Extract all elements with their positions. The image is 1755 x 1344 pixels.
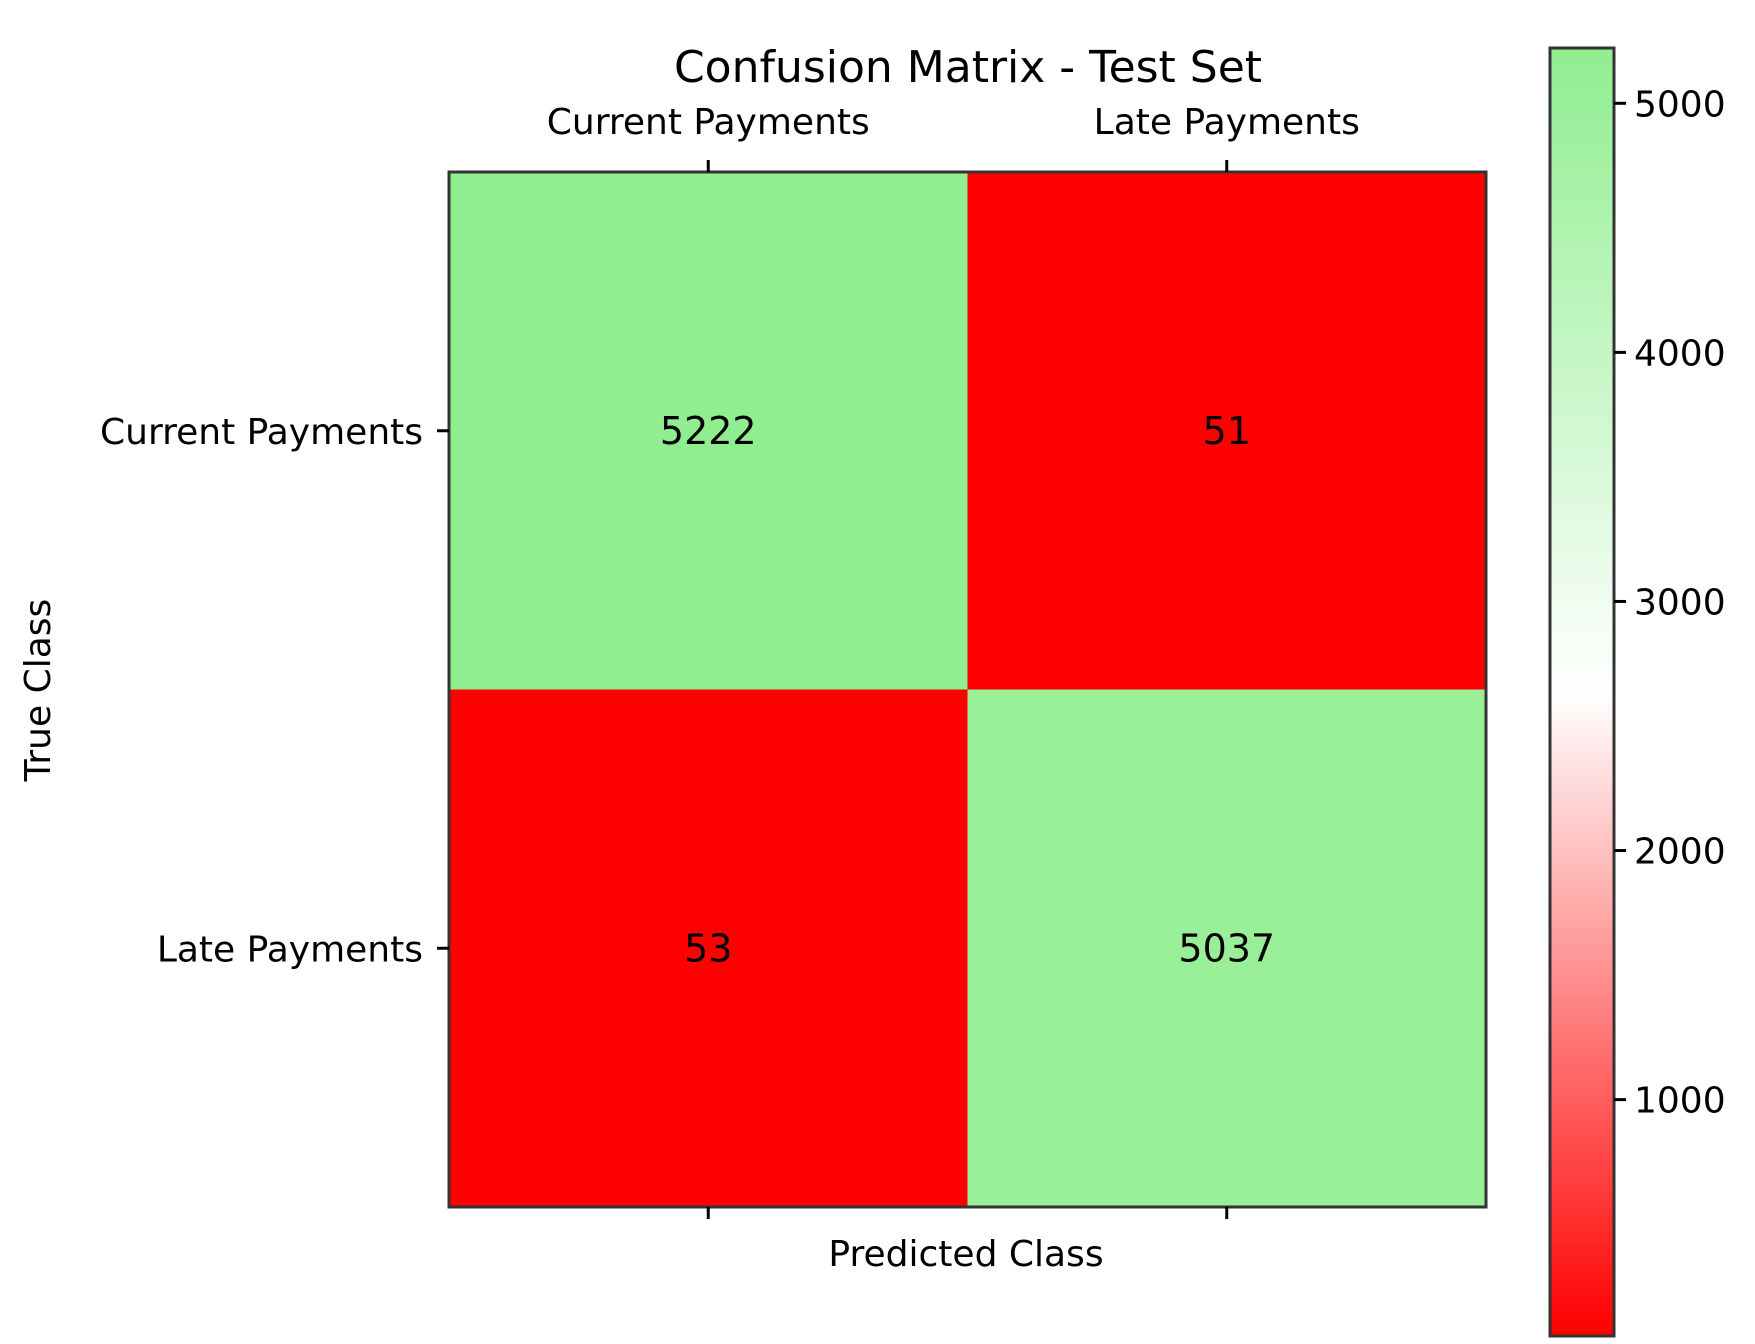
x-tick-label: Current Payments bbox=[547, 102, 870, 143]
colorbar-tick-label: 3000 bbox=[1634, 582, 1726, 623]
cell-value-label: 5222 bbox=[660, 409, 757, 453]
y-tick-label: Current Payments bbox=[100, 412, 423, 453]
y-tick-label: Late Payments bbox=[157, 929, 423, 970]
cell-value-label: 51 bbox=[1203, 409, 1251, 453]
colorbar-tick-label: 5000 bbox=[1634, 84, 1726, 125]
colorbar: 1000 2000 3000 4000 5000 bbox=[1548, 46, 1726, 1338]
x-axis-ticks: Current Payments Late Payments bbox=[547, 102, 1360, 1219]
heatmap-cell bbox=[967, 172, 1487, 690]
y-axis-label: True Class bbox=[18, 599, 59, 783]
colorbar-tick-label: 4000 bbox=[1634, 333, 1726, 374]
colorbar-tick-label: 1000 bbox=[1634, 1081, 1726, 1122]
heatmap-cell bbox=[449, 172, 968, 690]
heatmap-cell bbox=[449, 689, 968, 1208]
y-axis-ticks: Current Payments Late Payments bbox=[100, 412, 449, 970]
plot-frame bbox=[447, 170, 1488, 1209]
cell-value-label: 5037 bbox=[1178, 926, 1275, 970]
heatmap-cell bbox=[967, 689, 1487, 1208]
x-axis-label: Predicted Class bbox=[828, 1234, 1103, 1275]
heatmap-cells bbox=[449, 172, 1487, 1208]
x-tick-label: Late Payments bbox=[1094, 102, 1360, 143]
colorbar-ticks: 1000 2000 3000 4000 5000 bbox=[1614, 84, 1726, 1122]
heatmap-cell-labels: 5222 51 53 5037 bbox=[660, 409, 1275, 971]
colorbar-gradient bbox=[1548, 46, 1616, 1338]
chart-title: Confusion Matrix - Test Set bbox=[674, 42, 1262, 93]
cell-value-label: 53 bbox=[684, 926, 732, 970]
colorbar-tick-label: 2000 bbox=[1634, 832, 1726, 873]
